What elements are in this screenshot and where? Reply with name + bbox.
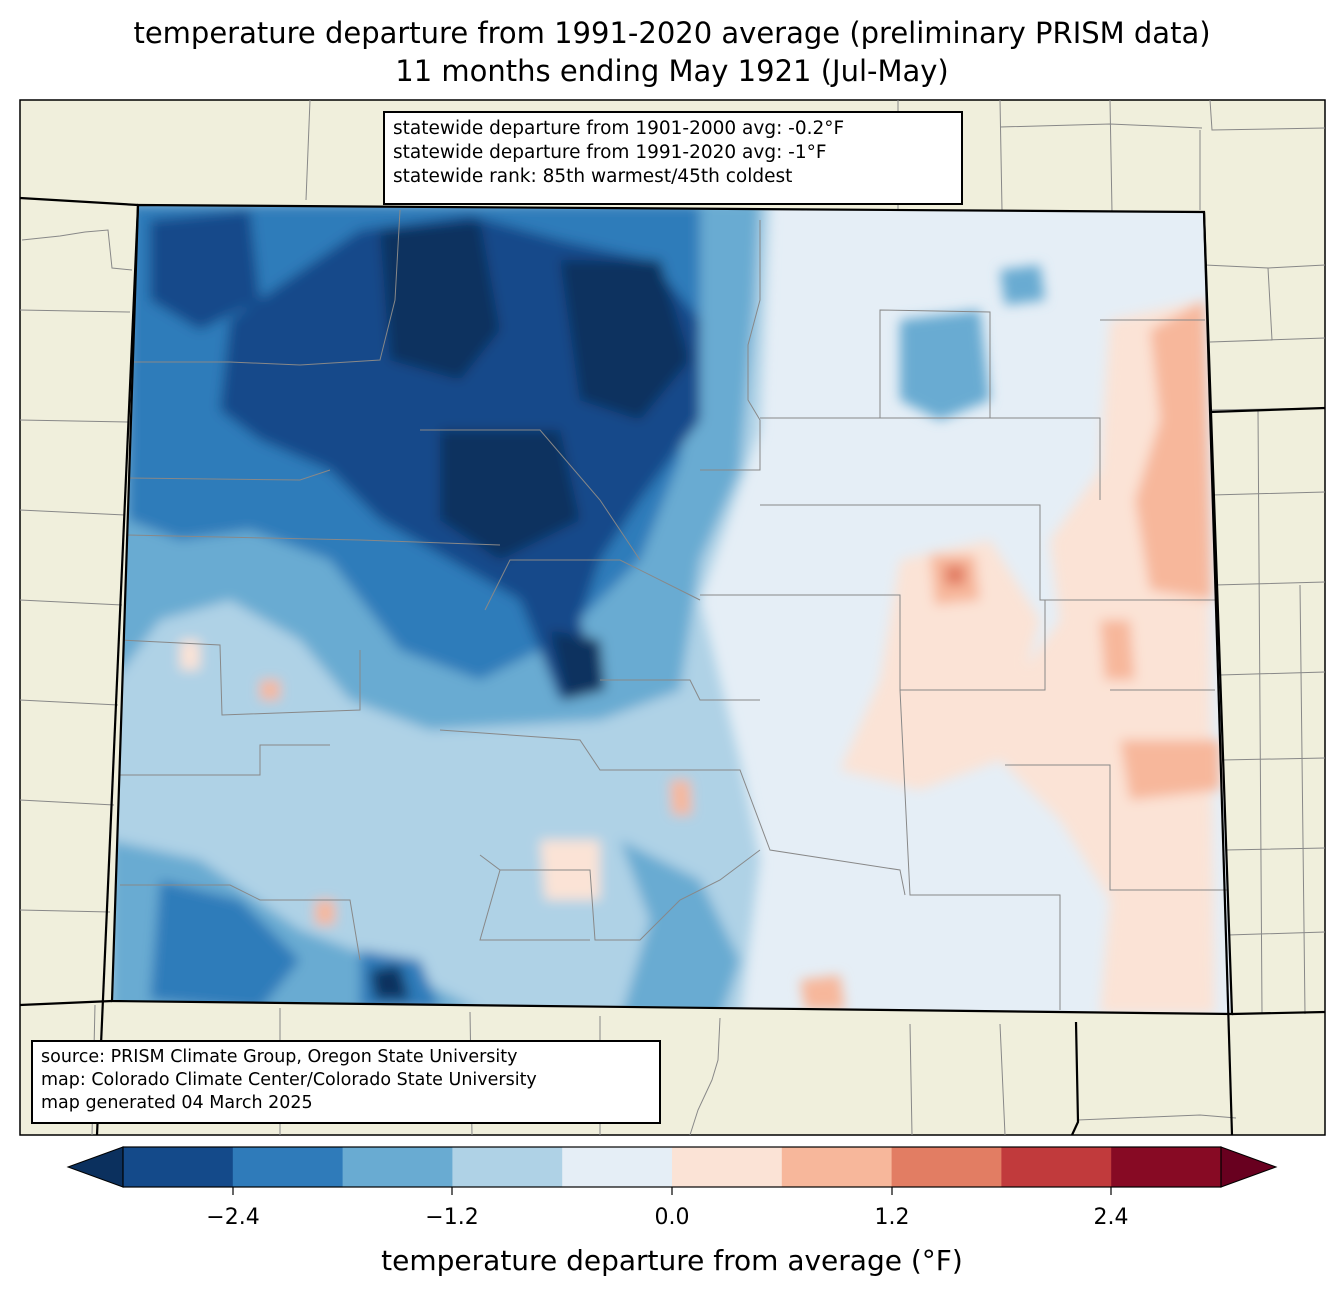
county-lines [112, 209, 1232, 1010]
title-line-2: 11 months ending May 1921 (Jul-May) [395, 54, 949, 88]
source-line-3: map generated 04 March 2025 [41, 1093, 313, 1113]
map-title: temperature departure from 1991-2020 ave… [0, 14, 1344, 90]
tick-label: 1.2 [874, 1205, 910, 1230]
colorbar-label: temperature departure from average (°F) [381, 1244, 963, 1277]
stats-line-3: statewide rank: 85th warmest/45th coldes… [393, 166, 793, 187]
stats-line-1: statewide departure from 1901-2000 avg: … [393, 118, 845, 139]
stats-line-2: statewide departure from 1991-2020 avg: … [393, 142, 827, 163]
tick-label: −1.2 [425, 1205, 479, 1230]
source-line-2: map: Colorado Climate Center/Colorado St… [41, 1070, 537, 1090]
tick-label: 2.4 [1093, 1205, 1129, 1230]
state-borders [19, 196, 1326, 1136]
tick-label: 0.0 [654, 1205, 690, 1230]
tick-label: −2.4 [206, 1205, 260, 1230]
temperature-field [112, 205, 1232, 1014]
title-line-1: temperature departure from 1991-2020 ave… [133, 16, 1211, 50]
statewide-stats-box: statewide departure from 1901-2000 avg: … [383, 111, 963, 205]
source-line-1: source: PRISM Climate Group, Oregon Stat… [41, 1047, 518, 1067]
source-box: source: PRISM Climate Group, Oregon Stat… [31, 1040, 661, 1124]
